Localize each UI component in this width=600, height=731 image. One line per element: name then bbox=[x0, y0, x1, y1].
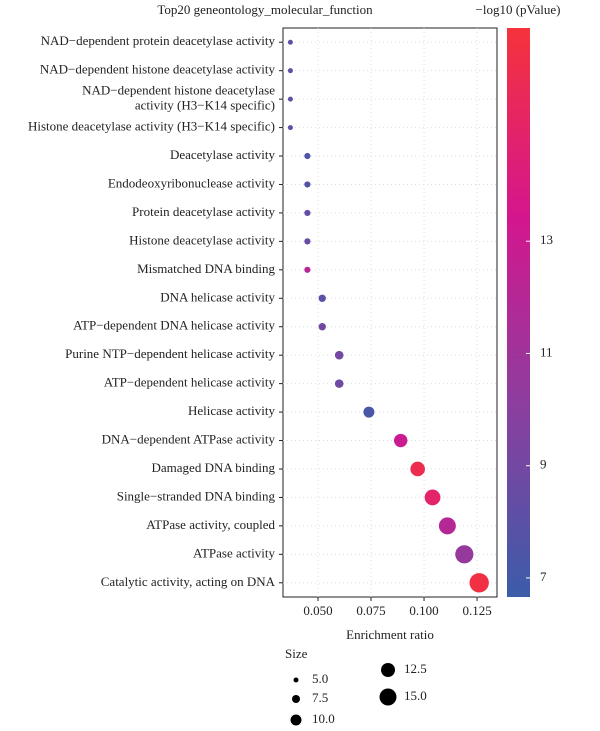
bubble bbox=[304, 209, 311, 217]
y-tick-label: ATP−dependent DNA helicase activity bbox=[73, 318, 275, 333]
size-legend-marker bbox=[293, 677, 299, 683]
y-tick-label: Single−stranded DNA binding bbox=[117, 488, 276, 503]
bubble bbox=[455, 545, 474, 564]
bubble bbox=[424, 489, 441, 506]
y-tick-label: NAD−dependent histone deacetylase activit… bbox=[82, 83, 275, 113]
colorbar-title: −log10 (pValue) bbox=[476, 2, 561, 17]
y-tick-label: Protein deacetylase activity bbox=[132, 204, 275, 219]
bubble bbox=[394, 433, 408, 448]
bubble bbox=[363, 406, 375, 418]
colorbar-tick-label: 13 bbox=[540, 232, 553, 247]
size-legend-marker bbox=[379, 688, 397, 706]
bubble bbox=[410, 461, 425, 477]
x-tick-label: 0.050 bbox=[303, 603, 332, 618]
size-legend-label: 7.5 bbox=[312, 690, 328, 705]
bubble bbox=[287, 125, 293, 131]
size-legend-marker bbox=[290, 714, 302, 726]
x-tick-label: 0.125 bbox=[462, 603, 491, 618]
plot-frame bbox=[282, 27, 498, 598]
size-legend-title: Size bbox=[285, 646, 308, 661]
bubble bbox=[287, 68, 293, 74]
bubble bbox=[318, 323, 326, 331]
y-tick-label: Deacetylase activity bbox=[170, 147, 276, 162]
bubble bbox=[334, 350, 344, 360]
x-axis-label: Enrichment ratio bbox=[346, 627, 434, 642]
bubble bbox=[287, 96, 293, 102]
y-tick-label: ATPase activity bbox=[193, 545, 275, 560]
bubble bbox=[287, 39, 293, 45]
bubble bbox=[469, 573, 489, 593]
bubble bbox=[304, 152, 311, 160]
colorbar bbox=[507, 28, 530, 597]
size-legend-label: 5.0 bbox=[312, 671, 328, 686]
y-tick-label: DNA−dependent ATPase activity bbox=[102, 432, 276, 447]
size-legend-label: 12.5 bbox=[404, 661, 427, 676]
y-tick-label: Damaged DNA binding bbox=[152, 460, 276, 475]
colorbar-tick-label: 9 bbox=[540, 457, 547, 472]
size-legend-label: 15.0 bbox=[404, 688, 427, 703]
y-tick-label: NAD−dependent protein deacetylase activi… bbox=[41, 33, 276, 48]
y-tick-label: Histone deacetylase activity bbox=[129, 232, 275, 247]
y-tick-label: DNA helicase activity bbox=[160, 289, 275, 304]
bubble bbox=[334, 379, 344, 388]
bubble bbox=[304, 238, 311, 245]
y-tick-label: Catalytic activity, acting on DNA bbox=[101, 574, 276, 589]
bubble bbox=[304, 181, 311, 188]
x-tick-label: 0.100 bbox=[409, 603, 438, 618]
y-tick-label: Mismatched DNA binding bbox=[137, 261, 275, 276]
bubble bbox=[304, 266, 311, 273]
y-tick-label: NAD−dependent histone deacetylase activi… bbox=[40, 62, 276, 77]
chart-title: Top20 geneontology_molecular_function bbox=[157, 2, 373, 17]
colorbar-tick-label: 11 bbox=[540, 344, 553, 359]
bubble bbox=[318, 294, 326, 302]
x-tick-label: 0.075 bbox=[356, 603, 385, 618]
y-tick-label: Histone deacetylase activity (H3−K14 spe… bbox=[28, 119, 275, 134]
y-tick-label: Endodeoxyribonuclease activity bbox=[108, 175, 276, 190]
y-tick-label: Helicase activity bbox=[188, 403, 275, 418]
size-legend-marker bbox=[381, 663, 395, 677]
y-tick-label: ATP−dependent helicase activity bbox=[104, 375, 276, 390]
y-tick-label: Purine NTP−dependent helicase activity bbox=[65, 346, 275, 361]
size-legend-label: 10.0 bbox=[312, 711, 335, 726]
size-legend-marker bbox=[292, 695, 300, 703]
colorbar-tick-label: 7 bbox=[540, 569, 547, 584]
bubble bbox=[438, 517, 456, 535]
y-tick-label: ATPase activity, coupled bbox=[146, 517, 275, 532]
